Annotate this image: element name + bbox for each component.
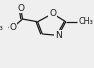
Text: O: O [17, 4, 24, 13]
Text: O: O [10, 23, 17, 32]
Text: CH₃: CH₃ [78, 17, 93, 26]
Text: CH₃: CH₃ [0, 23, 3, 32]
Text: O: O [49, 9, 56, 18]
Text: N: N [55, 31, 62, 40]
